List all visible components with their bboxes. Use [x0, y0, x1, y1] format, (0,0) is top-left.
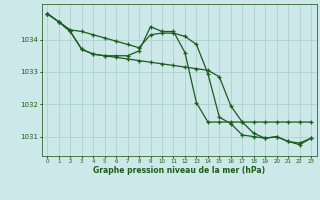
X-axis label: Graphe pression niveau de la mer (hPa): Graphe pression niveau de la mer (hPa) — [93, 166, 265, 175]
